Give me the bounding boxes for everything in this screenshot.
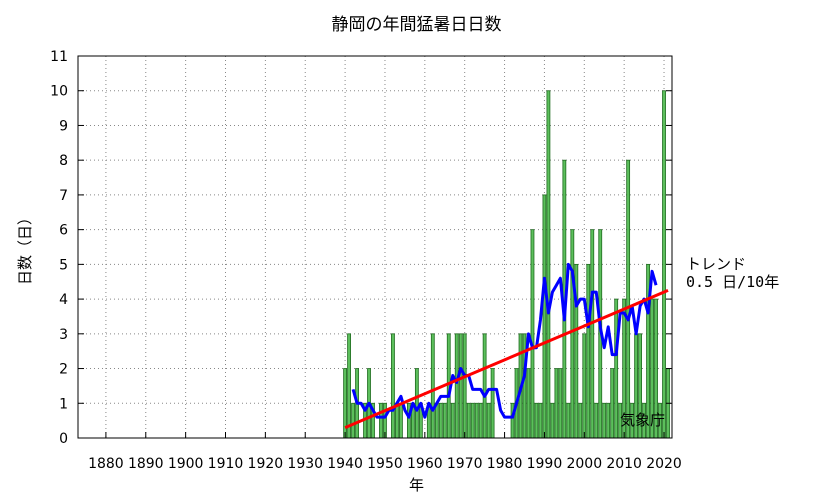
- axis-ticks: 1880 1890 1900 1910 1920 1930 1940 1950 1960 1970…: [50, 49, 682, 472]
- trend-label-title: トレンド: [686, 255, 747, 273]
- y-tick-label: 0: [59, 431, 68, 447]
- bar: [490, 368, 495, 439]
- source-credit: 気象庁: [620, 411, 666, 429]
- bar: [474, 402, 479, 439]
- x-tick-label: 2020: [646, 456, 682, 472]
- bar: [526, 368, 531, 439]
- bar: [466, 402, 471, 439]
- x-tick-label: 1980: [487, 456, 523, 472]
- bar: [582, 333, 587, 439]
- bar: [470, 402, 475, 439]
- bar: [351, 402, 355, 439]
- y-tick-label: 1: [59, 396, 68, 412]
- bar: [434, 402, 439, 439]
- bar: [430, 333, 435, 439]
- bar: [610, 368, 615, 439]
- y-tick-label: 3: [59, 327, 68, 343]
- bar: [546, 90, 551, 439]
- trend-annotation: トレンド 0.5 日/10年: [686, 255, 779, 291]
- bar: [347, 333, 351, 439]
- bar: [626, 159, 631, 439]
- bar: [454, 333, 459, 439]
- bar: [391, 333, 395, 439]
- chart-title: 静岡の年間猛暑日日数: [331, 15, 502, 35]
- x-tick-label: 1920: [248, 456, 284, 472]
- bar: [399, 402, 403, 439]
- bar: [450, 402, 455, 439]
- bar: [602, 402, 607, 439]
- y-tick-label: 8: [59, 153, 68, 169]
- bar: [554, 368, 559, 439]
- bar: [594, 402, 599, 439]
- bar: [586, 263, 591, 439]
- moving-average-line: [351, 262, 658, 419]
- y-tick-label: 10: [50, 84, 68, 100]
- bar: [590, 229, 595, 439]
- bar: [614, 298, 619, 439]
- bar: [578, 402, 583, 439]
- x-tick-label: 1960: [407, 456, 443, 472]
- bar: [558, 368, 563, 439]
- trend-label-rate: 0.5 日/10年: [686, 273, 780, 291]
- x-tick-label: 1910: [208, 456, 244, 472]
- x-tick-label: 1930: [287, 456, 323, 472]
- y-tick-label: 5: [59, 257, 68, 273]
- bar: [482, 333, 487, 439]
- x-tick-label: 2000: [566, 456, 602, 472]
- bar: [662, 90, 666, 439]
- x-tick-label: 1890: [128, 456, 164, 472]
- bar: [566, 402, 571, 439]
- bar: [458, 333, 463, 439]
- x-tick-label: 1940: [327, 456, 363, 472]
- line-series: [344, 262, 669, 429]
- plot-frame: [77, 55, 673, 439]
- bar: [534, 402, 539, 439]
- bar: [606, 402, 611, 439]
- y-tick-label: 2: [59, 362, 68, 378]
- bar: [478, 402, 483, 439]
- y-tick-label: 7: [59, 188, 68, 204]
- x-axis-label: 年: [408, 476, 424, 494]
- y-tick-label: 6: [59, 223, 68, 239]
- bar: [442, 402, 447, 439]
- x-tick-label: 1990: [527, 456, 563, 472]
- trend-line: [344, 289, 669, 429]
- bar: [570, 229, 575, 439]
- x-tick-label: 1950: [367, 456, 403, 472]
- bar: [438, 402, 443, 439]
- x-tick-label: 2010: [606, 456, 642, 472]
- x-tick-label: 1880: [88, 456, 124, 472]
- y-tick-label: 11: [50, 49, 68, 65]
- bar: [462, 333, 467, 439]
- grid: [78, 56, 672, 438]
- bar: [538, 402, 543, 439]
- x-tick-label: 1900: [168, 456, 204, 472]
- bar: [542, 194, 547, 439]
- y-tick-label: 4: [59, 292, 68, 308]
- y-tick-label: 9: [59, 118, 68, 134]
- bar: [414, 368, 419, 439]
- x-tick-label: 1970: [447, 456, 483, 472]
- bar: [395, 402, 399, 439]
- bar: [530, 229, 535, 439]
- bar: [379, 402, 383, 439]
- y-axis-label: 日数（日）: [16, 209, 34, 285]
- bar: [550, 402, 555, 439]
- bar: [486, 402, 491, 439]
